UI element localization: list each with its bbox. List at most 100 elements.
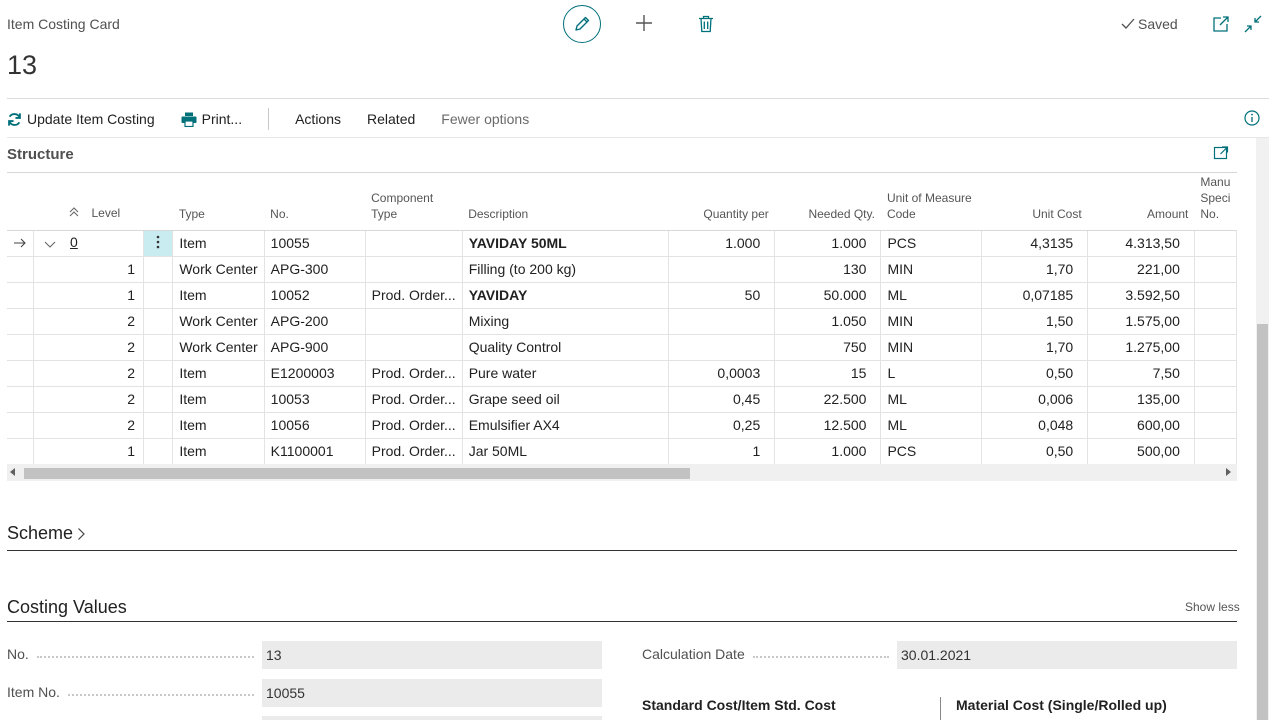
- collapse-button[interactable]: [1244, 15, 1262, 33]
- row-menu[interactable]: [143, 308, 174, 335]
- amount-cell[interactable]: 3.592,50: [1087, 282, 1195, 309]
- table-row[interactable]: 1 Work Center APG-300 Filling (to 200 kg) 13…: [7, 256, 1237, 283]
- table-row[interactable]: 2 Work Center APG-200 Mixing 1.050 MIN 1,50 1.5…: [7, 308, 1237, 335]
- unit-cost-cell[interactable]: 0,048: [981, 412, 1089, 439]
- table-row[interactable]: 2 Item 10056 Prod. Order... Emulsifier AX4 0,…: [7, 412, 1237, 439]
- uom-cell[interactable]: PCS: [880, 438, 982, 464]
- type-cell[interactable]: Item: [172, 438, 265, 464]
- description-cell[interactable]: YAVIDAY: [462, 282, 670, 309]
- no-cell[interactable]: APG-300: [264, 256, 366, 283]
- type-cell[interactable]: Item: [172, 412, 265, 439]
- table-row[interactable]: 1 Item 10052 Prod. Order... YAVIDAY 50 50.000 M…: [7, 282, 1237, 309]
- manu-spec-cell[interactable]: [1194, 282, 1237, 309]
- print-button[interactable]: Print...: [181, 111, 242, 127]
- description-cell[interactable]: YAVIDAY 50ML: [462, 230, 670, 257]
- unit-cost-cell[interactable]: 1,70: [981, 334, 1089, 361]
- needed-qty-cell[interactable]: 50.000: [774, 282, 882, 309]
- row-menu[interactable]: [143, 334, 174, 361]
- structure-popout-button[interactable]: [1213, 145, 1229, 161]
- unit-cost-cell[interactable]: 0,50: [981, 438, 1089, 464]
- col-type[interactable]: Type: [172, 173, 265, 231]
- chevron-down-icon[interactable]: [44, 236, 56, 252]
- amount-cell[interactable]: 1.575,00: [1087, 308, 1195, 335]
- row-menu[interactable]: [143, 256, 174, 283]
- uom-cell[interactable]: ML: [880, 386, 982, 413]
- amount-cell[interactable]: 135,00: [1087, 386, 1195, 413]
- unit-cost-cell[interactable]: 1,50: [981, 308, 1089, 335]
- amount-cell[interactable]: 4.313,50: [1087, 230, 1195, 257]
- no-cell[interactable]: 10053: [264, 386, 366, 413]
- item-no-field[interactable]: 10055: [262, 679, 602, 707]
- manu-spec-cell[interactable]: [1194, 256, 1237, 283]
- description-cell[interactable]: Quality Control: [462, 334, 670, 361]
- quantity-per-cell[interactable]: 0,0003: [668, 360, 776, 387]
- scheme-section-toggle[interactable]: Scheme: [7, 523, 86, 544]
- manu-spec-cell[interactable]: [1194, 308, 1237, 335]
- row-menu[interactable]: [143, 230, 174, 257]
- open-new-window-button[interactable]: [1212, 15, 1230, 33]
- component-type-cell[interactable]: [365, 308, 463, 335]
- col-uom[interactable]: Unit of Measure Code: [880, 173, 982, 231]
- collapse-all-icon[interactable]: [68, 206, 80, 222]
- no-cell[interactable]: 10052: [264, 282, 366, 309]
- needed-qty-cell[interactable]: 750: [774, 334, 882, 361]
- col-component-type[interactable]: Component Type: [365, 173, 463, 231]
- uom-cell[interactable]: MIN: [880, 308, 982, 335]
- related-menu[interactable]: Related: [367, 111, 415, 127]
- col-amount[interactable]: Amount: [1087, 173, 1195, 231]
- unit-cost-cell[interactable]: 1,70: [981, 256, 1089, 283]
- row-menu[interactable]: [143, 438, 174, 464]
- needed-qty-cell[interactable]: 130: [774, 256, 882, 283]
- manu-spec-cell[interactable]: [1194, 386, 1237, 413]
- quantity-per-cell[interactable]: 0,45: [668, 386, 776, 413]
- component-type-cell[interactable]: [365, 256, 463, 283]
- manu-spec-cell[interactable]: [1194, 230, 1237, 257]
- amount-cell[interactable]: 1.275,00: [1087, 334, 1195, 361]
- row-handle[interactable]: [7, 308, 34, 335]
- description-cell[interactable]: Pure water: [462, 360, 670, 387]
- needed-qty-cell[interactable]: 1.050: [774, 308, 882, 335]
- component-type-cell[interactable]: Prod. Order...: [365, 360, 463, 387]
- uom-cell[interactable]: MIN: [880, 256, 982, 283]
- col-description[interactable]: Description: [462, 173, 669, 231]
- vertical-scrollbar[interactable]: [1256, 138, 1269, 720]
- quantity-per-cell[interactable]: 1.000: [668, 230, 776, 257]
- row-handle[interactable]: [7, 256, 34, 283]
- horizontal-scrollbar[interactable]: [7, 464, 1237, 481]
- component-type-cell[interactable]: Prod. Order...: [365, 412, 463, 439]
- row-handle[interactable]: [7, 386, 34, 413]
- type-cell[interactable]: Item: [172, 282, 265, 309]
- no-cell[interactable]: APG-900: [264, 334, 366, 361]
- actions-menu[interactable]: Actions: [295, 111, 341, 127]
- no-cell[interactable]: E1200003: [264, 360, 366, 387]
- no-cell[interactable]: K1100001: [264, 438, 366, 464]
- description-cell[interactable]: Mixing: [462, 308, 670, 335]
- uom-cell[interactable]: PCS: [880, 230, 982, 257]
- vertical-scroll-thumb[interactable]: [1257, 324, 1268, 720]
- row-handle[interactable]: [7, 412, 34, 439]
- scroll-right-icon[interactable]: [1226, 468, 1231, 476]
- row-handle[interactable]: [7, 230, 34, 257]
- needed-qty-cell[interactable]: 1.000: [774, 438, 882, 464]
- type-cell[interactable]: Item: [172, 360, 265, 387]
- manu-spec-cell[interactable]: [1194, 334, 1237, 361]
- manu-spec-cell[interactable]: [1194, 412, 1237, 439]
- row-menu[interactable]: [143, 386, 174, 413]
- type-cell[interactable]: Work Center: [172, 256, 265, 283]
- row-handle[interactable]: [7, 438, 34, 464]
- uom-cell[interactable]: MIN: [880, 334, 982, 361]
- quantity-per-cell[interactable]: [668, 334, 776, 361]
- calculation-date-field[interactable]: 30.01.2021: [897, 641, 1237, 669]
- level-value[interactable]: 0: [70, 234, 78, 251]
- next-field[interactable]: [262, 716, 602, 720]
- update-item-costing-button[interactable]: Update Item Costing: [7, 111, 155, 127]
- needed-qty-cell[interactable]: 12.500: [774, 412, 882, 439]
- col-manu-spec[interactable]: Manu Speci No.: [1194, 173, 1237, 231]
- new-button[interactable]: [633, 12, 655, 34]
- level-cell[interactable]: 1: [33, 438, 145, 464]
- component-type-cell[interactable]: Prod. Order...: [365, 386, 463, 413]
- component-type-cell[interactable]: [365, 230, 463, 257]
- table-row[interactable]: 1 Item K1100001 Prod. Order... Jar 50ML 1 1.00…: [7, 438, 1237, 464]
- manu-spec-cell[interactable]: [1194, 360, 1237, 387]
- quantity-per-cell[interactable]: 50: [668, 282, 776, 309]
